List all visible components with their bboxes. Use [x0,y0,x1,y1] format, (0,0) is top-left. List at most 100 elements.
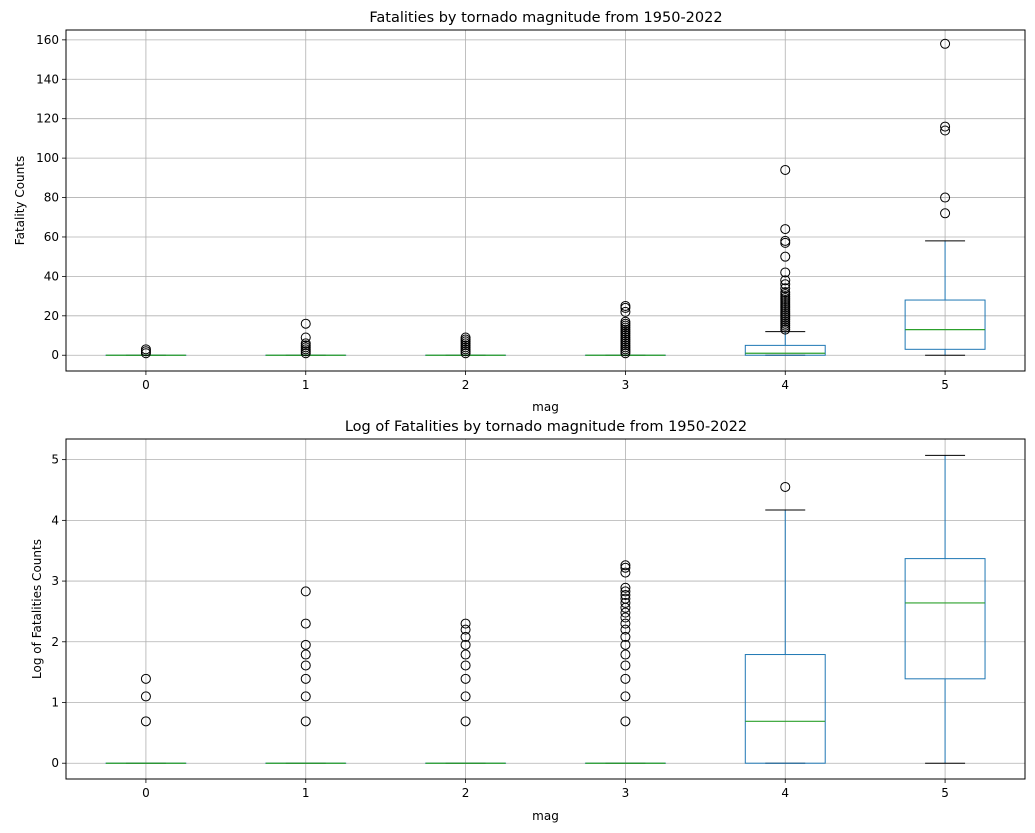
x-tick-label: 1 [302,378,310,392]
x-tick-label: 4 [781,378,789,392]
outlier-point [620,649,631,660]
outlier-point [620,597,631,608]
outlier-point [300,332,311,343]
outlier-point [780,481,791,492]
chart-title: Log of Fatalities by tornado magnitude f… [345,419,747,435]
box-2 [425,618,507,764]
y-tick-label: 100 [36,151,59,165]
outlier-point [620,560,631,571]
grid [66,30,1025,371]
box-1 [265,586,347,764]
outlier-point [460,618,471,629]
box-3 [584,300,666,359]
outlier-point [140,673,151,684]
outlier-point [620,590,631,601]
x-tick-label: 5 [941,378,949,392]
y-tick-label: 4 [51,513,59,527]
box-0 [105,344,187,359]
outlier-point [940,121,951,132]
outlier-point [300,691,311,702]
x-tick-label: 3 [622,378,630,392]
box-rect [744,654,826,764]
outlier-point [460,660,471,671]
x-axis-label: mag [532,809,559,823]
outlier-point [460,332,471,343]
y-tick-label: 120 [36,112,59,126]
outlier-point [140,344,151,355]
outlier-point [300,586,311,597]
outlier-point [300,660,311,671]
outlier-point [140,691,151,702]
outlier-point [300,716,311,727]
outlier-point [620,631,631,642]
outlier-point [620,691,631,702]
box-4 [744,481,826,764]
box-2 [425,332,507,359]
outlier-point [620,618,631,629]
x-tick-label: 3 [622,786,630,800]
outlier-point [620,562,631,573]
outlier-point [620,639,631,650]
x-tick-label: 1 [302,786,310,800]
y-tick-label: 60 [44,230,59,244]
y-tick-label: 40 [44,269,59,283]
outlier-point [620,582,631,593]
outlier-point [780,235,791,246]
box-0 [105,673,187,764]
outlier-point [460,649,471,660]
outlier-point [620,612,631,623]
outlier-point [780,164,791,175]
outlier-point [940,192,951,203]
x-axis-label: mag [532,400,559,414]
x-tick-label: 0 [142,786,150,800]
y-tick-label: 5 [51,453,59,467]
box-3 [584,560,666,764]
outlier-point [460,631,471,642]
outlier-point [620,624,631,635]
y-axis-label: Log of Fatalities Counts [30,539,44,679]
outlier-point [780,267,791,278]
outlier-point [620,673,631,684]
outlier-point [460,673,471,684]
plot-frame [65,29,1026,372]
outlier-point [460,624,471,635]
outlier-point [300,649,311,660]
outlier-point [780,279,791,290]
box-rect [744,344,826,356]
plot-frame [65,438,1026,780]
y-tick-label: 0 [51,756,59,770]
y-tick-label: 80 [44,191,59,205]
outlier-point [940,125,951,136]
ticks: 0 1 2 3 4 5 0 1 2 3 4 5 [51,453,949,800]
outlier-point [300,639,311,650]
x-tick-label: 0 [142,378,150,392]
outlier-point [620,300,631,311]
y-tick-label: 0 [51,348,59,362]
x-tick-label: 2 [462,786,470,800]
x-tick-label: 5 [941,786,949,800]
outlier-point [140,716,151,727]
boxes [105,454,986,764]
outlier-point [780,224,791,235]
outlier-point [780,287,791,298]
outlier-point [780,283,791,294]
outlier-point [620,607,631,618]
outlier-point [300,338,311,349]
outlier-point [780,251,791,262]
box-rect [904,558,986,680]
boxes [105,38,986,359]
box-5 [904,454,986,764]
outlier-point [780,275,791,286]
outlier-point [620,593,631,604]
subplot-log-fatalities: Log of Fatalities by tornado magnitude f… [30,419,1026,823]
outlier-point [620,660,631,671]
outlier-point [460,639,471,650]
y-tick-label: 2 [51,635,59,649]
outlier-point [620,306,631,317]
outlier-point [300,318,311,329]
ticks: 0 1 2 3 4 5 0 20 40 60 80 100 120 140 160 [36,33,949,392]
outlier-point [300,673,311,684]
y-tick-label: 160 [36,33,59,47]
box-rect [904,299,986,350]
